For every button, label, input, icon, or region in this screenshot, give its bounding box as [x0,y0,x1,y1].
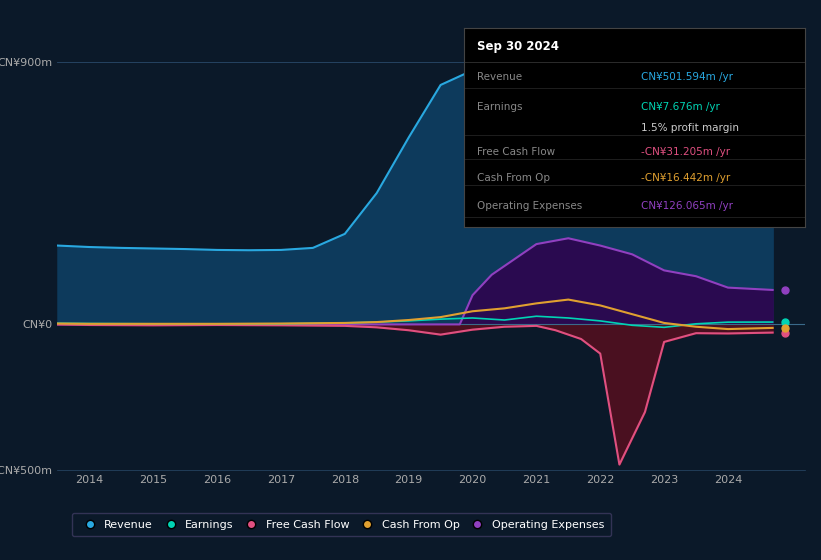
Text: Earnings: Earnings [478,101,523,111]
Text: 1.5% profit margin: 1.5% profit margin [641,123,739,133]
Text: Free Cash Flow: Free Cash Flow [478,147,556,157]
Legend: Revenue, Earnings, Free Cash Flow, Cash From Op, Operating Expenses: Revenue, Earnings, Free Cash Flow, Cash … [72,513,611,536]
Text: Sep 30 2024: Sep 30 2024 [478,40,559,53]
Text: CN¥126.065m /yr: CN¥126.065m /yr [641,201,733,211]
Text: CN¥7.676m /yr: CN¥7.676m /yr [641,101,720,111]
Text: -CN¥16.442m /yr: -CN¥16.442m /yr [641,173,731,183]
Text: -CN¥31.205m /yr: -CN¥31.205m /yr [641,147,730,157]
Text: Cash From Op: Cash From Op [478,173,551,183]
Text: Operating Expenses: Operating Expenses [478,201,583,211]
Text: Revenue: Revenue [478,72,523,82]
Text: CN¥501.594m /yr: CN¥501.594m /yr [641,72,733,82]
